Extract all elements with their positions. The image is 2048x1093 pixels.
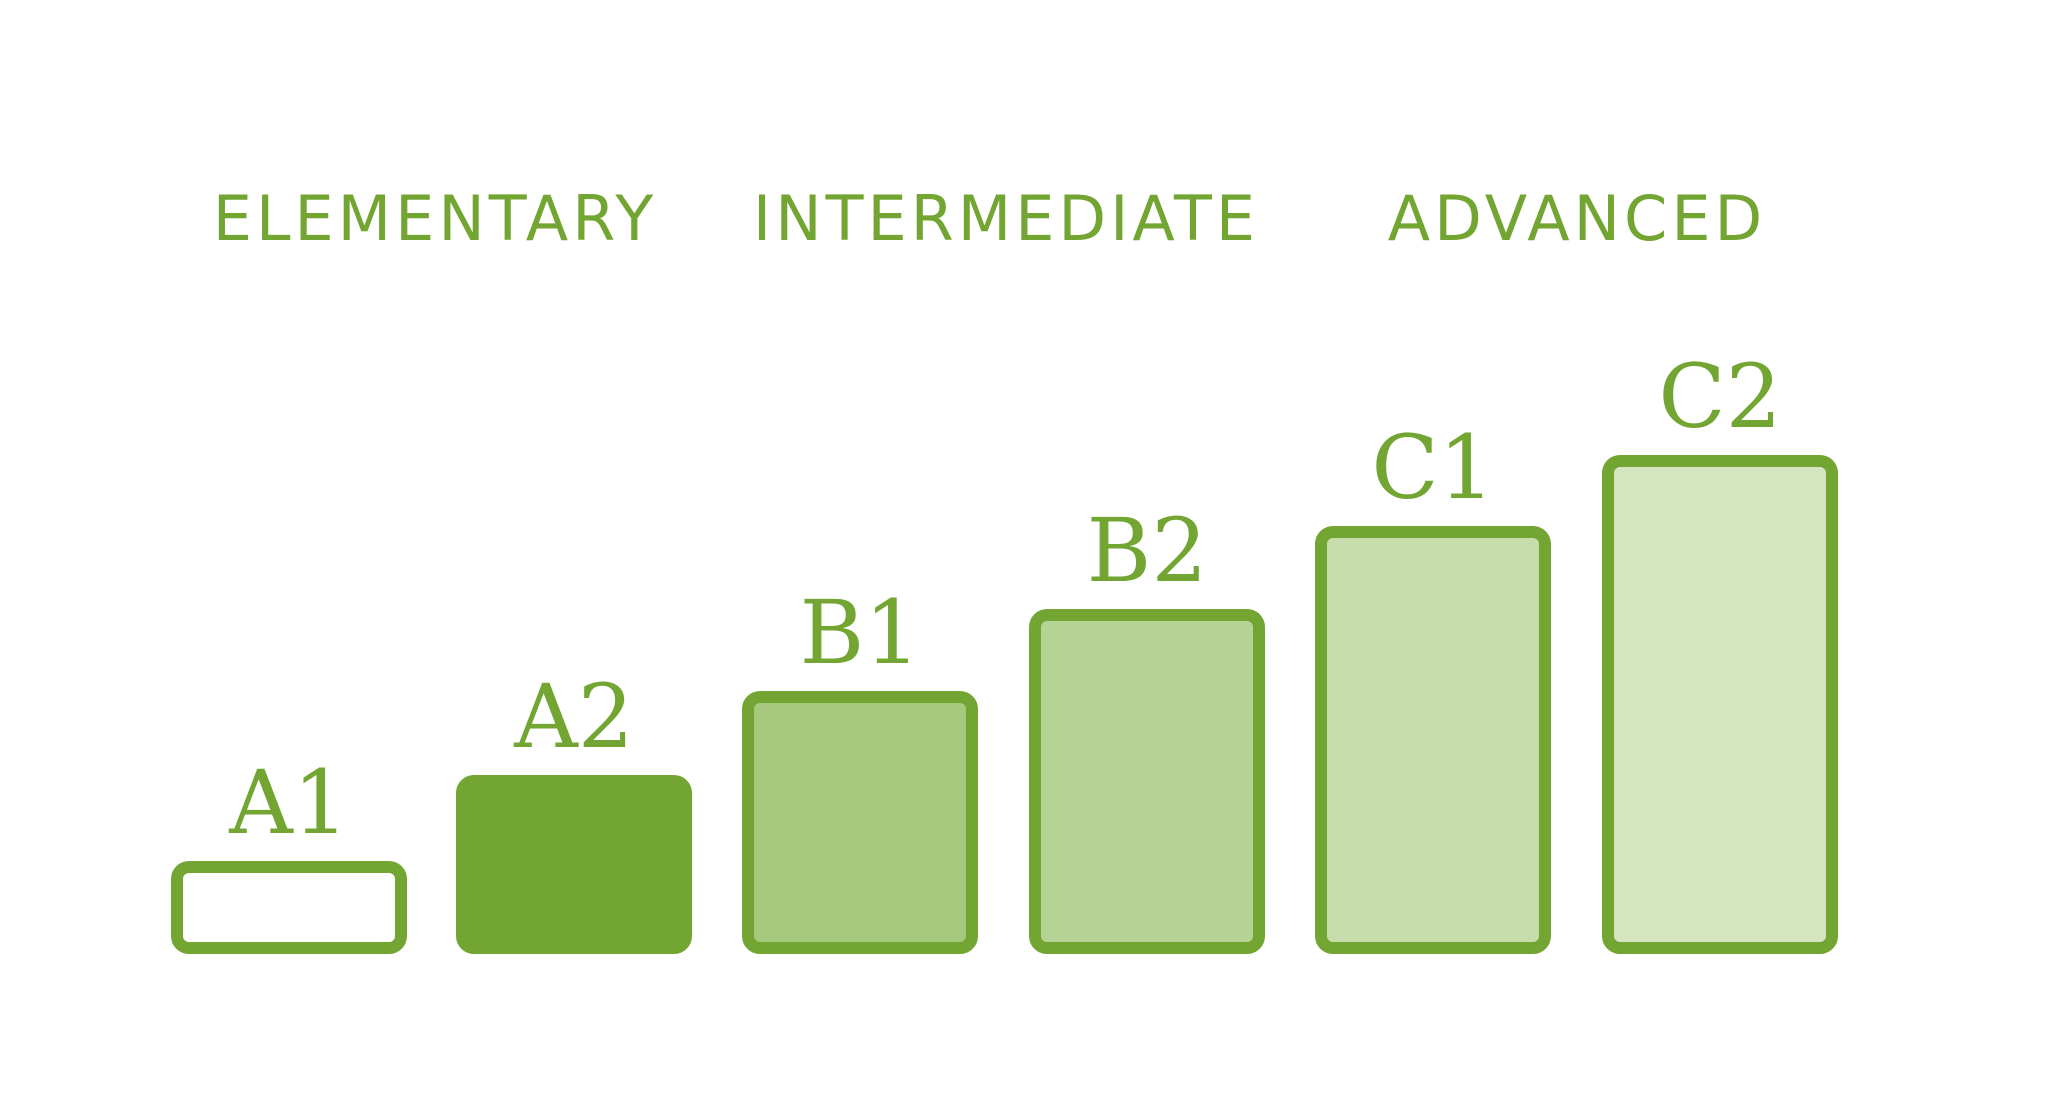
level-label: A1 <box>228 751 349 854</box>
group-label: ELEMENTARY <box>213 182 657 255</box>
level-box <box>742 691 978 954</box>
level-label: C2 <box>1658 345 1781 448</box>
level-box <box>1029 609 1265 954</box>
level-label: A2 <box>513 665 634 768</box>
level-box <box>171 861 407 954</box>
level-label: B1 <box>800 581 921 684</box>
level-box <box>1602 455 1838 954</box>
level-box <box>456 775 692 954</box>
level-label: C1 <box>1371 416 1494 519</box>
group-label: ADVANCED <box>1388 182 1767 255</box>
level-box <box>1315 526 1551 954</box>
group-label: INTERMEDIATE <box>753 182 1259 255</box>
level-label: B2 <box>1087 499 1208 602</box>
